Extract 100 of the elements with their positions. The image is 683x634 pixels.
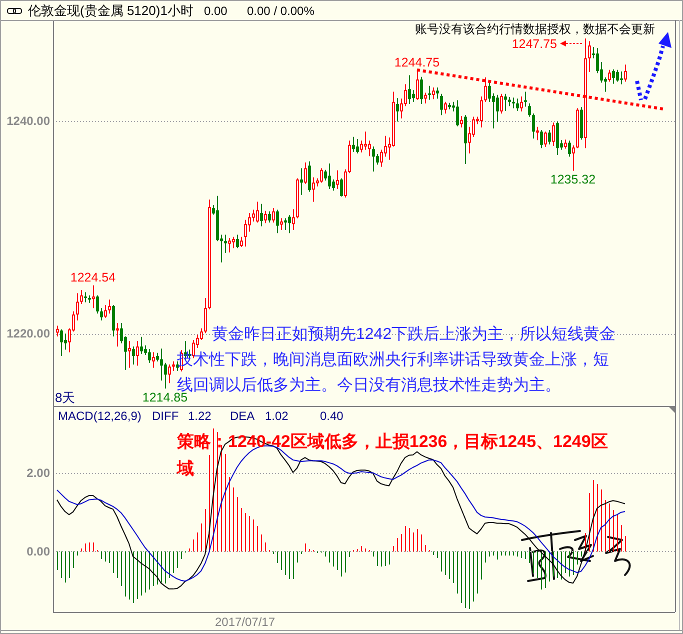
candlestick — [544, 131, 547, 148]
candlestick — [616, 69, 619, 82]
candlestick — [576, 108, 579, 149]
candlestick — [204, 298, 207, 334]
candlestick — [580, 106, 583, 140]
candlestick — [292, 208, 295, 230]
y-tick-label: 1220.00 — [6, 326, 50, 341]
candlestick — [552, 122, 555, 146]
candlestick — [396, 98, 399, 122]
annotation: 1235.32 — [550, 172, 596, 187]
candlestick — [272, 208, 275, 224]
candlestick — [228, 237, 231, 253]
candlestick — [432, 86, 435, 100]
candlestick — [236, 234, 239, 249]
candlestick — [540, 130, 543, 149]
candlestick — [112, 304, 115, 337]
chart-title: MACD(12,26,9) — [58, 409, 142, 423]
candlestick — [436, 86, 439, 100]
candlestick — [56, 325, 59, 337]
candlestick — [440, 93, 443, 116]
candlestick — [340, 178, 343, 197]
annotation: DEA — [230, 409, 255, 423]
text: 0.00 / 0.00% — [247, 4, 315, 18]
annotation: 1.22 — [188, 409, 212, 423]
candlestick — [572, 144, 575, 172]
candlestick — [448, 102, 451, 110]
candlestick — [84, 292, 87, 303]
candlestick — [320, 168, 323, 184]
candlestick — [612, 68, 615, 84]
candlestick — [288, 214, 291, 234]
candlestick — [60, 328, 63, 357]
candlestick — [264, 210, 267, 224]
candlestick — [92, 284, 95, 309]
candlestick — [536, 126, 539, 141]
candlestick — [96, 294, 99, 314]
candlestick — [312, 176, 315, 202]
candlestick — [168, 364, 171, 384]
candlestick — [116, 322, 119, 347]
candlestick — [172, 360, 175, 372]
candlestick — [336, 170, 339, 190]
annotation: 1244.75 — [394, 55, 440, 70]
y-tick-label: 1240.00 — [6, 114, 50, 128]
candlestick — [136, 340, 139, 366]
candlestick — [88, 294, 91, 304]
candlestick — [356, 138, 359, 154]
candlestick — [276, 209, 279, 234]
candlestick — [240, 236, 243, 248]
candlestick — [76, 292, 79, 321]
candlestick — [568, 140, 571, 158]
candlestick — [520, 96, 523, 112]
candlestick — [620, 71, 623, 85]
candlestick — [556, 121, 559, 156]
candlestick — [456, 100, 459, 127]
candlestick — [460, 116, 463, 128]
candlestick — [140, 336, 143, 354]
candlestick — [80, 290, 83, 304]
candlestick — [148, 348, 151, 364]
candlestick — [564, 139, 567, 150]
candlestick — [260, 203, 263, 227]
candlestick — [420, 76, 423, 104]
candlestick — [100, 308, 103, 321]
candlestick — [296, 178, 299, 219]
candlestick — [300, 168, 303, 196]
chart-title: 伦敦金现(贵金属 5120)1小时 — [28, 3, 194, 18]
candlestick — [504, 93, 507, 112]
candlestick — [152, 352, 155, 368]
candlestick — [108, 299, 111, 314]
candlestick — [428, 85, 431, 100]
annotation: 1.02 — [265, 409, 289, 423]
annotation: DIFF — [152, 409, 179, 423]
candlestick — [256, 201, 259, 224]
candlestick — [624, 64, 627, 82]
candlestick — [232, 236, 235, 249]
candlestick — [224, 234, 227, 254]
candlestick — [588, 40, 591, 73]
candlestick — [208, 199, 211, 310]
candlestick — [480, 96, 483, 128]
x-tick-label: 2017/07/17 — [214, 615, 276, 629]
candlestick — [268, 210, 271, 224]
candlestick — [532, 113, 535, 140]
candlestick — [512, 97, 515, 109]
candlestick — [464, 114, 467, 165]
text: 0.00 — [204, 4, 228, 18]
candlestick — [548, 130, 551, 145]
candlestick — [608, 69, 611, 82]
annotation: 8天 — [55, 390, 76, 405]
candlestick — [516, 98, 519, 112]
candlestick — [524, 91, 527, 108]
annotation: 0.40 — [320, 409, 344, 423]
candlestick — [528, 102, 531, 118]
candlestick — [132, 346, 135, 366]
candlestick — [500, 93, 503, 114]
candlestick — [352, 136, 355, 152]
annotation: 账号没有该合约行情数据授权，数据不会更新 — [415, 22, 655, 36]
candlestick — [484, 76, 487, 102]
candlestick — [304, 162, 307, 184]
annotation: 1247.75 — [512, 37, 558, 51]
annotation: 1224.54 — [70, 270, 116, 284]
y-tick-label: 2.00 — [26, 466, 50, 480]
candlestick — [424, 92, 427, 104]
